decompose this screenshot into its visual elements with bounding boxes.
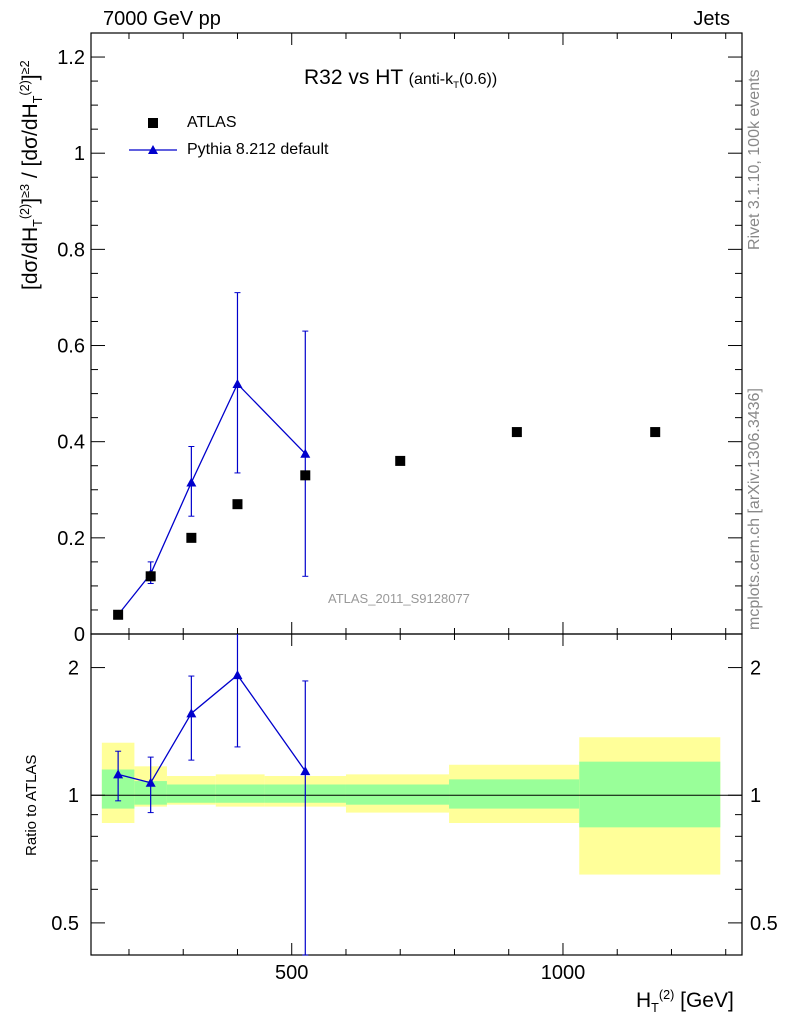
ratio-y-tick-label: 1 [68, 785, 79, 807]
ratio-y-tick-label: 0.5 [750, 913, 778, 935]
pythia-point [300, 448, 311, 458]
atlas-point [145, 571, 156, 582]
ratio-band-inner [345, 784, 450, 805]
pythia-point [232, 378, 243, 388]
y-tick-label: 1 [74, 143, 85, 165]
legend-entry-atlas: ATLAS [187, 114, 237, 131]
analysis-watermark: ATLAS_2011_S9128077 [328, 591, 470, 606]
y-tick-label: 1.2 [57, 47, 85, 69]
atlas-point [113, 609, 124, 620]
y-tick-label: 0.6 [57, 336, 85, 358]
ratio-pythia-point [300, 766, 311, 776]
legend-entry-pythia: Pythia 8.212 default [187, 141, 329, 158]
y-tick-label: 0.8 [57, 239, 85, 261]
header-process: Jets [693, 8, 730, 30]
ratio-y-tick-label: 2 [68, 658, 79, 680]
ratio-frame [90, 633, 743, 956]
legend-marker-pythia [148, 145, 158, 154]
chart-title: R32 vs HT (anti-kT(0.6)) [304, 66, 497, 91]
y-tick-label: 0.2 [57, 528, 85, 550]
ratio-band-inner [449, 779, 580, 809]
ratio-band-inner [166, 784, 216, 803]
x-tick-label: 1000 [541, 962, 586, 984]
atlas-point [511, 427, 522, 438]
ratio-y-tick-label: 0.5 [51, 913, 79, 935]
rivet-info: Rivet 3.1.10, 100k events [746, 69, 763, 250]
chart-title-suffix: (anti-k [408, 71, 454, 88]
x-tick-label: 500 [275, 962, 308, 984]
x-axis-label: HT(2) [GeV] [636, 988, 734, 1016]
atlas-point [186, 532, 197, 543]
pythia-point [186, 477, 197, 487]
chart-title-end: (0.6)) [458, 71, 498, 88]
ratio-y-tick-label: 1 [750, 785, 761, 807]
y-axis-label-main: [dσ/dHT(2)]≥3 / [dσ/dHT(2)]≥2 [18, 60, 46, 290]
ratio-pythia-point [186, 708, 197, 718]
ratio-pythia-point [145, 777, 156, 787]
y-tick-label: 0 [74, 624, 85, 646]
chart-title-sub: T [453, 80, 459, 92]
y-axis-label-ratio: Ratio to ATLAS [23, 754, 40, 856]
atlas-point [395, 455, 406, 466]
header-energy: 7000 GeV pp [103, 8, 221, 30]
ratio-pythia-point [232, 670, 243, 680]
y-tick-label: 0.4 [57, 432, 85, 454]
ratio-pythia-point [113, 769, 124, 779]
atlas-point [232, 499, 243, 510]
ratio-band-inner [215, 784, 265, 803]
atlas-point [300, 470, 311, 481]
legend-marker-atlas [148, 118, 158, 128]
ratio-y-tick-label: 2 [750, 658, 761, 680]
atlas-point [650, 427, 661, 438]
mcplots-info: mcplots.cern.ch [arXiv:1306.3436] [746, 388, 763, 630]
ratio-band-inner [579, 761, 721, 828]
chart-title-main: R32 vs HT [304, 66, 403, 89]
